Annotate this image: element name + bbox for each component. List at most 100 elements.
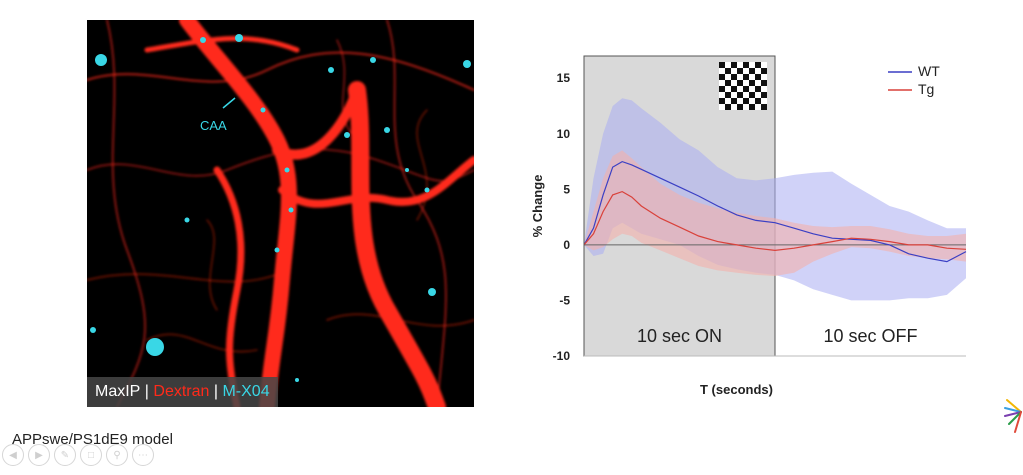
forward-icon[interactable]: ▶ xyxy=(28,444,50,466)
checker-cell xyxy=(743,80,749,86)
checker-cell xyxy=(749,86,755,92)
checker-cell xyxy=(737,92,743,98)
checker-cell xyxy=(761,104,767,110)
logo-icon xyxy=(1004,399,1022,433)
checker-cell xyxy=(731,104,737,110)
checker-cell xyxy=(725,68,731,74)
checker-cell xyxy=(737,86,743,92)
y-tick-label: -5 xyxy=(559,293,570,307)
checker-cell xyxy=(731,68,737,74)
more-icon[interactable]: ⋯ xyxy=(132,444,154,466)
micrograph-image: CAA MaxIP | Dextran | M-X04 xyxy=(87,20,474,407)
checker-cell xyxy=(749,92,755,98)
checker-cell xyxy=(749,68,755,74)
checker-cell xyxy=(719,74,725,80)
checker-cell xyxy=(755,104,761,110)
checker-cell xyxy=(749,80,755,86)
checker-cell xyxy=(719,62,725,68)
checker-cell xyxy=(743,74,749,80)
checker-cell xyxy=(719,104,725,110)
checker-cell xyxy=(725,98,731,104)
checker-cell xyxy=(737,74,743,80)
channel-legend: MaxIP | Dextran | M-X04 xyxy=(87,377,278,407)
legend-label-tg: Tg xyxy=(918,81,934,97)
checker-cell xyxy=(731,86,737,92)
checker-cell xyxy=(761,86,767,92)
checker-cell xyxy=(761,92,767,98)
checker-cell xyxy=(755,92,761,98)
checker-cell xyxy=(743,104,749,110)
legend-mx04: M-X04 xyxy=(222,383,270,400)
slides-icon[interactable]: □ xyxy=(80,444,102,466)
checker-cell xyxy=(749,62,755,68)
checker-cell xyxy=(725,80,731,86)
legend-dextran: Dextran xyxy=(153,383,210,400)
checker-cell xyxy=(755,98,761,104)
checker-cell xyxy=(725,62,731,68)
checker-cell xyxy=(731,80,737,86)
stimulus-off-label: 10 sec OFF xyxy=(823,326,917,346)
checker-cell xyxy=(731,74,737,80)
checker-cell xyxy=(755,80,761,86)
checker-cell xyxy=(737,62,743,68)
checker-cell xyxy=(743,68,749,74)
pen-icon[interactable]: ✎ xyxy=(54,444,76,466)
checker-cell xyxy=(743,62,749,68)
checker-cell xyxy=(755,68,761,74)
checker-cell xyxy=(761,98,767,104)
checker-cell xyxy=(749,74,755,80)
back-icon[interactable]: ◀ xyxy=(2,444,24,466)
checker-cell xyxy=(731,92,737,98)
y-tick-label: 0 xyxy=(563,238,570,252)
error-band-wt xyxy=(584,98,966,301)
checker-cell xyxy=(725,104,731,110)
checker-cell xyxy=(719,98,725,104)
response-chart: 15 10 5 0 -5 -10 % Change 10 sec ON 10 sec OF… xyxy=(530,55,967,363)
series-line-wt xyxy=(583,160,967,263)
checker-cell xyxy=(731,62,737,68)
caa-annotation: CAA xyxy=(200,118,227,133)
checker-cell xyxy=(755,86,761,92)
checker-cell xyxy=(719,86,725,92)
checker-cell xyxy=(725,86,731,92)
model-caption: APPswe/PS1dE9 model xyxy=(12,431,173,448)
checker-cell xyxy=(761,68,767,74)
checker-cell xyxy=(737,68,743,74)
checker-cell xyxy=(755,74,761,80)
legend-separator: | xyxy=(140,383,154,400)
zoom-icon[interactable]: ⚲ xyxy=(106,444,128,466)
checker-cell xyxy=(761,62,767,68)
checker-cell xyxy=(749,98,755,104)
y-tick-label: 5 xyxy=(563,182,570,196)
legend-separator: | xyxy=(209,383,223,400)
checker-cell xyxy=(725,92,731,98)
checker-cell xyxy=(761,80,767,86)
checker-cell xyxy=(737,104,743,110)
checker-cell xyxy=(743,92,749,98)
series-line-tg xyxy=(583,190,967,252)
checker-cell xyxy=(749,104,755,110)
vessel-network-picture xyxy=(87,20,474,407)
checker-cell xyxy=(761,74,767,80)
legend-label-wt: WT xyxy=(918,63,940,79)
checker-cell xyxy=(719,68,725,74)
checker-cell xyxy=(719,80,725,86)
x-axis-label: T (seconds) xyxy=(700,382,773,397)
checker-cell xyxy=(731,98,737,104)
checker-cell xyxy=(755,62,761,68)
chart-legend: WT Tg xyxy=(888,63,940,97)
y-tick-label: 15 xyxy=(557,71,571,85)
checker-cell xyxy=(737,98,743,104)
checkerboard-icon xyxy=(719,62,767,110)
stimulus-on-label: 10 sec ON xyxy=(637,326,722,346)
checker-cell xyxy=(719,92,725,98)
y-axis-label: % Change xyxy=(530,175,545,238)
checker-cell xyxy=(737,80,743,86)
legend-maxip: MaxIP xyxy=(95,383,141,400)
checker-cell xyxy=(743,86,749,92)
slide-toolbar: ◀ ▶ ✎ □ ⚲ ⋯ xyxy=(2,444,154,466)
checker-cell xyxy=(743,98,749,104)
y-tick-label: -10 xyxy=(553,349,571,363)
y-tick-label: 10 xyxy=(557,127,571,141)
checker-cell xyxy=(725,74,731,80)
